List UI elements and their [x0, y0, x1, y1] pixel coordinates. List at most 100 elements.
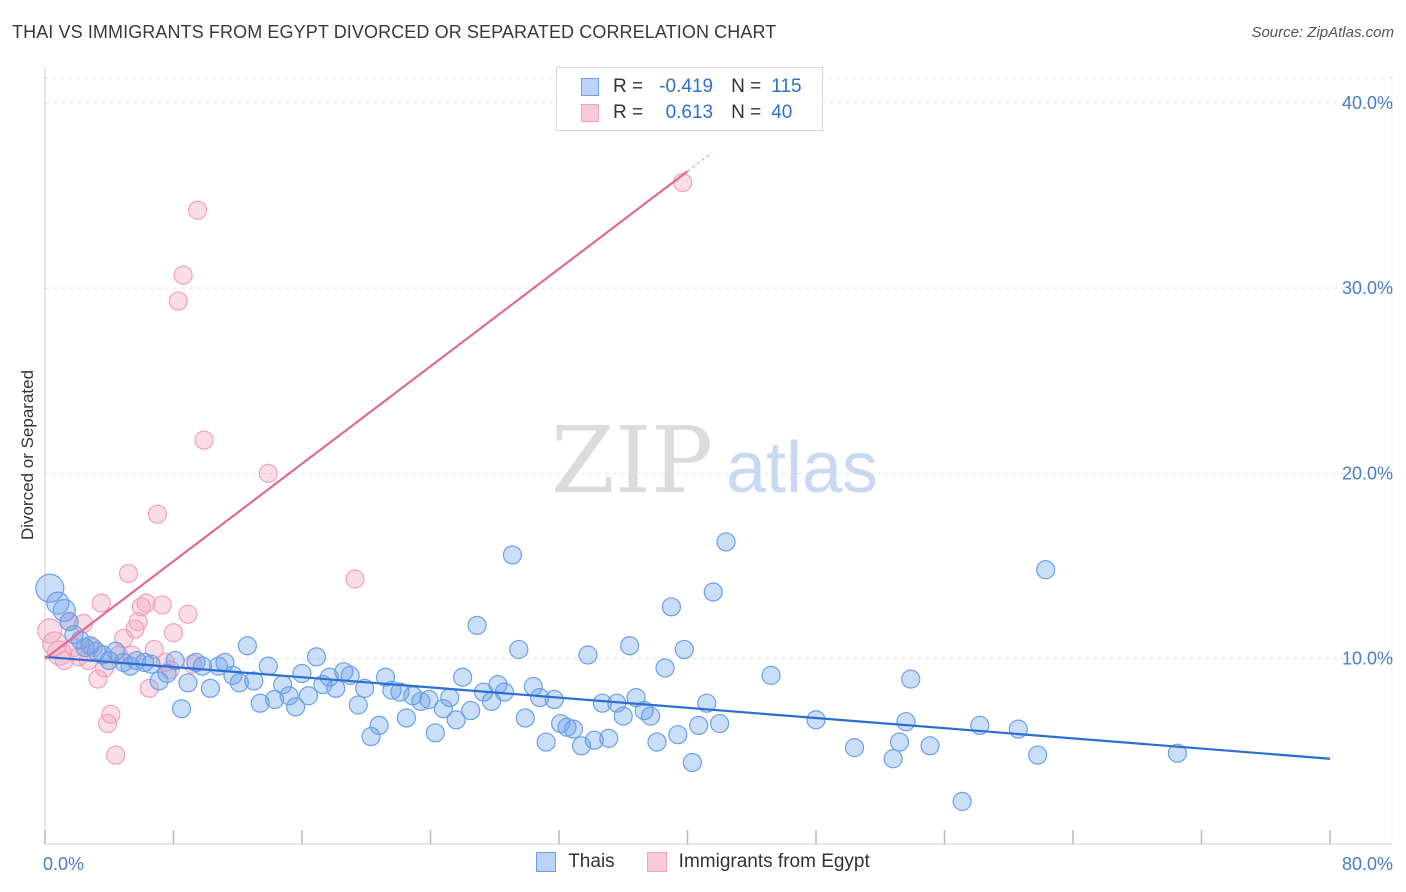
legend-n-value-thais: 115: [771, 76, 802, 97]
point-egypt: [128, 612, 148, 632]
point-thais: [425, 723, 445, 743]
trend-line-egypt: [44, 170, 689, 660]
point-egypt: [178, 604, 198, 624]
point-thais: [361, 726, 381, 747]
point-thais: [244, 671, 264, 691]
point-thais: [265, 689, 285, 710]
point-thais: [806, 710, 826, 730]
chart-title: THAI VS IMMIGRANTS FROM EGYPT DIVORCED O…: [12, 22, 777, 42]
watermark: ZIP atlas: [551, 407, 878, 514]
watermark-zip: ZIP: [551, 407, 713, 514]
point-egypt: [187, 200, 208, 220]
point-thais: [52, 598, 76, 623]
point-thais: [1036, 560, 1056, 580]
point-thais: [1167, 743, 1188, 763]
series-legend: Thais Immigrants from Egypt: [0, 851, 1406, 873]
point-thais: [419, 689, 439, 710]
point-thais: [682, 752, 702, 773]
watermark-atlas: atlas: [726, 428, 878, 508]
point-egypt: [106, 745, 126, 765]
point-egypt: [194, 430, 214, 450]
point-thais: [509, 639, 529, 660]
point-thais: [453, 667, 473, 687]
series-thais-points: [35, 532, 1188, 811]
legend-n-value-egypt: 40: [771, 102, 793, 123]
point-thais: [544, 689, 564, 710]
x-tick-label-max: 80.0%: [1342, 854, 1393, 874]
point-thais: [298, 686, 319, 706]
point-thais: [390, 682, 410, 702]
y-tick-label: 30.0%: [1342, 278, 1393, 298]
point-thais: [165, 650, 185, 671]
point-thais: [250, 693, 270, 713]
point-thais: [279, 686, 299, 706]
point-thais: [134, 652, 155, 673]
point-thais: [369, 715, 389, 736]
point-egypt: [258, 463, 278, 483]
point-thais: [674, 639, 694, 660]
y-tick-label: 20.0%: [1342, 463, 1393, 483]
point-thais: [326, 678, 346, 698]
y-tick-label: 40.0%: [1342, 93, 1393, 113]
x-tick-labels: 0.0% 80.0%: [43, 854, 1393, 874]
legend-item-egypt[interactable]: Immigrants from Egypt: [646, 851, 870, 873]
legend-swatch-egypt: [581, 104, 599, 122]
point-thais: [655, 658, 675, 678]
point-thais: [557, 717, 577, 737]
legend-label-egypt: Immigrants from Egypt: [678, 851, 870, 872]
point-egypt: [118, 563, 139, 584]
point-egypt: [173, 265, 193, 285]
point-thais: [1028, 745, 1048, 765]
point-thais: [461, 700, 481, 721]
point-thais: [584, 730, 604, 750]
legend-swatch-thais: [581, 78, 599, 96]
legend-row-thais: R = -0.419 N = 115: [581, 75, 802, 99]
point-egypt: [144, 639, 164, 660]
legend-swatch-thais: [536, 852, 557, 872]
point-egypt: [152, 595, 172, 615]
point-thais: [192, 656, 213, 676]
point-egypt: [168, 291, 188, 311]
y-tick-labels: 10.0% 20.0% 30.0% 40.0%: [1342, 93, 1393, 669]
legend-r-value-egypt: 0.613: [665, 102, 714, 123]
point-egypt: [163, 623, 184, 643]
point-egypt: [54, 650, 74, 671]
point-thais: [761, 665, 781, 685]
point-thais: [446, 710, 466, 730]
point-thais: [620, 636, 640, 656]
point-thais: [355, 678, 375, 698]
trend-line-egypt-extension: [687, 152, 713, 172]
correlation-legend: R = -0.419 N = 115 R = 0.613 N = 40: [556, 67, 823, 131]
point-thais: [411, 691, 431, 711]
point-thais: [661, 597, 682, 617]
trend-line-thais: [44, 655, 1331, 760]
point-thais: [35, 573, 65, 603]
point-thais: [592, 693, 612, 713]
point-thais: [149, 671, 169, 691]
point-thais: [502, 545, 523, 565]
point-thais: [689, 715, 709, 736]
legend-r-label: R =: [613, 102, 644, 123]
axes: [44, 68, 1392, 845]
point-thais: [285, 697, 306, 717]
point-egypt: [101, 704, 121, 724]
legend-r-value-thais: -0.419: [659, 76, 714, 97]
legend-row-egypt: R = 0.613 N = 40: [581, 101, 792, 125]
point-thais: [710, 713, 730, 734]
trend-lines: [44, 152, 1331, 760]
point-thais: [536, 732, 556, 752]
point-thais: [920, 736, 940, 756]
point-thais: [883, 749, 903, 769]
legend-n-label: N =: [731, 102, 762, 123]
point-thais: [901, 669, 921, 689]
source-label: Source: ZipAtlas.com: [1251, 24, 1394, 41]
x-tick-label-min: 0.0%: [43, 854, 84, 874]
grid-lines: [45, 75, 1393, 844]
legend-label-thais: Thais: [568, 851, 615, 872]
point-thais: [889, 732, 910, 752]
point-egypt: [139, 678, 160, 698]
legend-item-thais[interactable]: Thais: [536, 851, 615, 873]
point-egypt: [136, 593, 156, 613]
point-thais: [306, 647, 327, 667]
